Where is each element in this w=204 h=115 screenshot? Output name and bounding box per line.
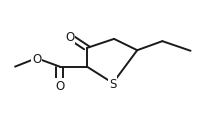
Text: O: O bbox=[32, 52, 41, 65]
Text: O: O bbox=[65, 31, 74, 44]
Text: O: O bbox=[55, 79, 64, 92]
Text: S: S bbox=[109, 77, 116, 90]
